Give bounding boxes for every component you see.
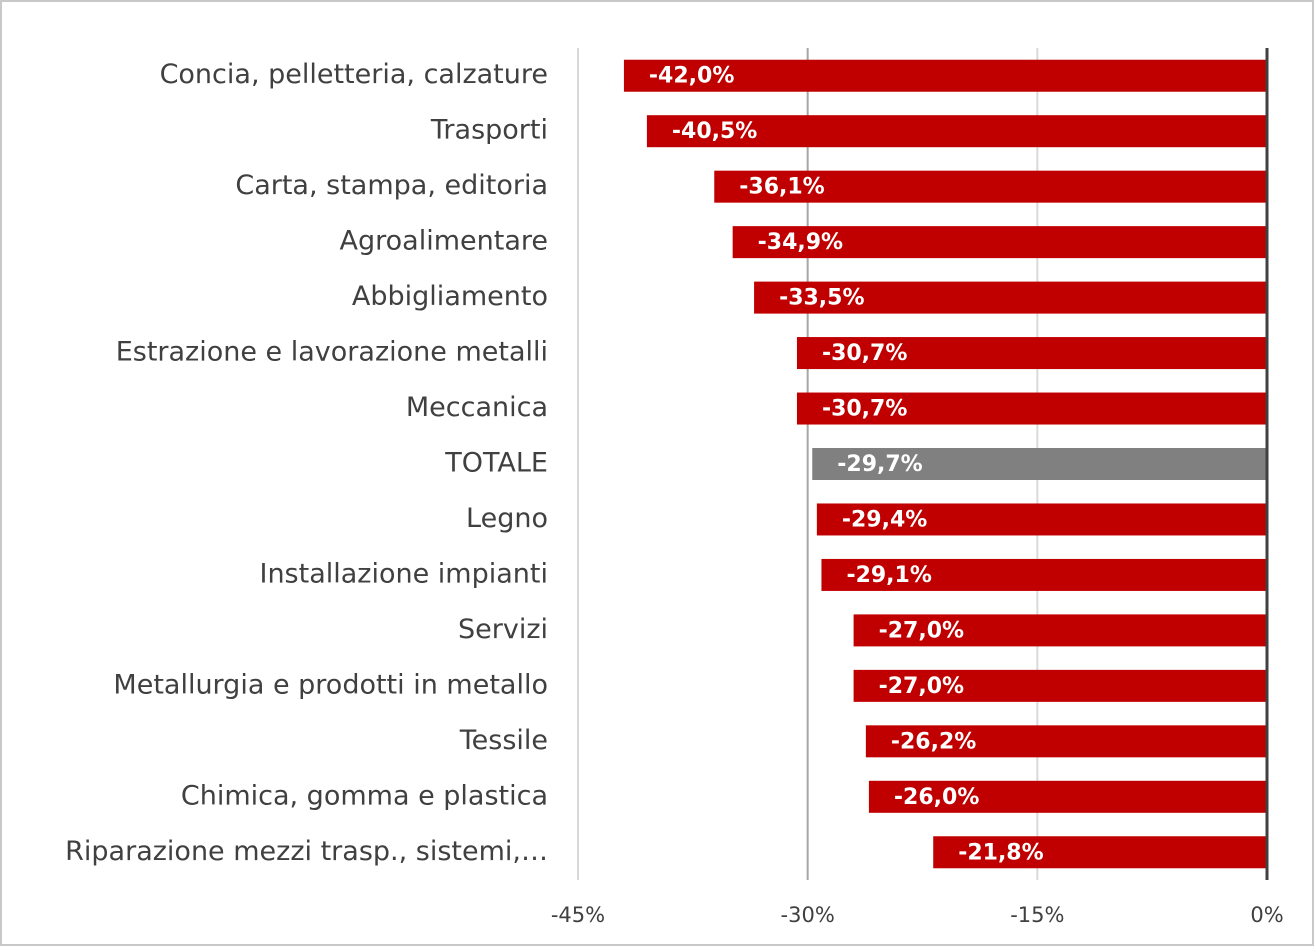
bar	[868, 780, 1267, 813]
category-label: Servizi	[458, 614, 548, 645]
category-label: Riparazione mezzi trasp., sistemi,…	[65, 836, 548, 867]
category-label: Chimica, gomma e plastica	[181, 780, 548, 811]
x-tick-label: 0%	[1250, 903, 1283, 927]
category-label: Legno	[466, 503, 548, 534]
value-label: -33,5%	[779, 286, 864, 311]
value-label: -26,2%	[891, 729, 976, 754]
bar	[732, 226, 1267, 259]
category-label: TOTALE	[444, 448, 548, 479]
value-label: -40,5%	[672, 119, 757, 144]
category-label: Agroalimentare	[340, 226, 548, 257]
category-label: Estrazione e lavorazione metalli	[116, 337, 548, 368]
category-label: Meccanica	[406, 392, 548, 423]
bar	[812, 448, 1267, 480]
category-label: Abbigliamento	[352, 281, 548, 312]
x-tick-label: -15%	[1010, 903, 1064, 927]
category-label: Carta, stampa, editoria	[235, 170, 548, 201]
value-label: -29,4%	[842, 507, 927, 532]
category-label: Concia, pelletteria, calzature	[160, 59, 548, 90]
bar	[623, 59, 1267, 92]
bar	[853, 669, 1267, 702]
category-label: Metallurgia e prodotti in metallo	[113, 669, 548, 700]
value-label: -30,7%	[822, 397, 907, 422]
value-label: -29,7%	[837, 452, 922, 477]
value-label: -21,8%	[958, 840, 1043, 865]
bar	[933, 836, 1267, 869]
value-label: -34,9%	[758, 230, 843, 255]
bar	[865, 725, 1267, 758]
category-label: Installazione impianti	[259, 558, 548, 589]
value-label: -36,1%	[739, 175, 824, 200]
bar	[754, 281, 1267, 314]
value-label: -42,0%	[649, 64, 734, 89]
x-tick-label: -45%	[551, 903, 605, 927]
bar	[853, 614, 1267, 647]
bar	[816, 503, 1267, 536]
value-label: -27,0%	[879, 674, 964, 699]
bar	[646, 115, 1267, 148]
value-label: -30,7%	[822, 341, 907, 366]
bar	[796, 337, 1267, 370]
bar	[796, 392, 1267, 425]
x-tick-label: -30%	[781, 903, 835, 927]
bar	[821, 558, 1267, 591]
value-label: -26,0%	[894, 785, 979, 810]
bar	[714, 170, 1267, 203]
value-label: -27,0%	[879, 618, 964, 643]
value-label: -29,1%	[846, 563, 931, 588]
category-label: Tessile	[459, 725, 548, 756]
category-label: Trasporti	[430, 115, 548, 146]
